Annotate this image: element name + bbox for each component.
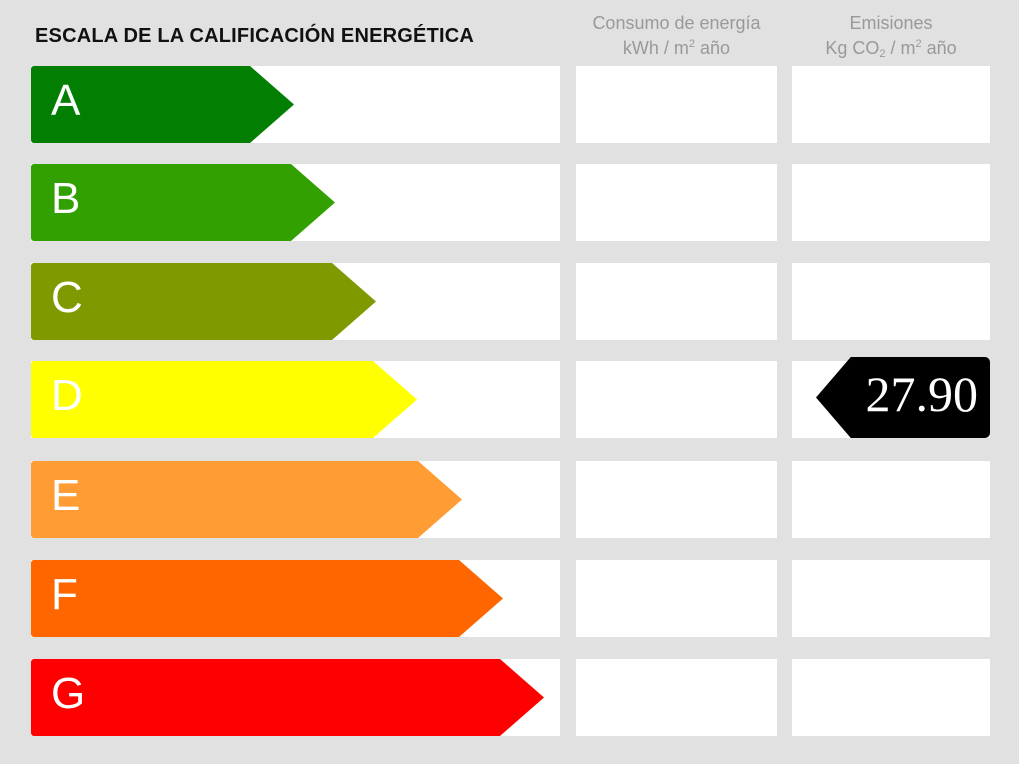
rating-arrow: B bbox=[31, 164, 335, 241]
rating-arrow: C bbox=[31, 263, 376, 340]
emissions-cell bbox=[792, 659, 990, 736]
consumption-header-title: Consumo de energía bbox=[592, 13, 761, 33]
rating-row-g: G bbox=[0, 659, 1019, 736]
rating-row-e: E bbox=[0, 461, 1019, 538]
emissions-cell bbox=[792, 164, 990, 241]
consumption-cell bbox=[576, 461, 777, 538]
rating-row-a: A bbox=[0, 66, 1019, 143]
emissions-header-unit: Kg CO2 / m2 año bbox=[825, 38, 957, 60]
rating-letter: B bbox=[51, 174, 81, 223]
emissions-header: Emisiones Kg CO2 / m2 año bbox=[792, 11, 990, 61]
emissions-cell bbox=[792, 560, 990, 637]
rating-row-b: B bbox=[0, 164, 1019, 241]
rating-arrow: D bbox=[31, 361, 417, 438]
consumption-cell bbox=[576, 361, 777, 438]
rating-row-d: D 27.90 bbox=[0, 357, 1019, 438]
rating-letter: G bbox=[51, 669, 86, 718]
rating-letter: D bbox=[51, 371, 83, 420]
rating-letter: F bbox=[51, 570, 78, 619]
rating-arrow: E bbox=[31, 461, 462, 538]
rating-row-f: F bbox=[0, 560, 1019, 637]
consumption-cell bbox=[576, 66, 777, 143]
emissions-value-marker: 27.90 bbox=[816, 357, 990, 438]
rating-arrow: A bbox=[31, 66, 294, 143]
consumption-cell bbox=[576, 164, 777, 241]
rating-letter: E bbox=[51, 471, 81, 520]
label-title: ESCALA DE LA CALIFICACIÓN ENERGÉTICA bbox=[35, 25, 475, 47]
emissions-header-title: Emisiones bbox=[849, 13, 933, 33]
rating-arrow: G bbox=[31, 659, 544, 736]
consumption-header-unit: kWh / m2 año bbox=[622, 38, 731, 58]
rating-arrow: F bbox=[31, 560, 503, 637]
consumption-cell bbox=[576, 560, 777, 637]
emissions-cell bbox=[792, 66, 990, 143]
rating-letter: A bbox=[51, 76, 81, 125]
rating-row-c: C bbox=[0, 263, 1019, 340]
consumption-header: Consumo de energía kWh / m2 año bbox=[576, 11, 777, 61]
emissions-value: 27.90 bbox=[865, 366, 979, 422]
consumption-cell bbox=[576, 659, 777, 736]
consumption-cell bbox=[576, 263, 777, 340]
emissions-cell bbox=[792, 461, 990, 538]
rating-letter: C bbox=[51, 273, 83, 322]
emissions-cell bbox=[792, 263, 990, 340]
